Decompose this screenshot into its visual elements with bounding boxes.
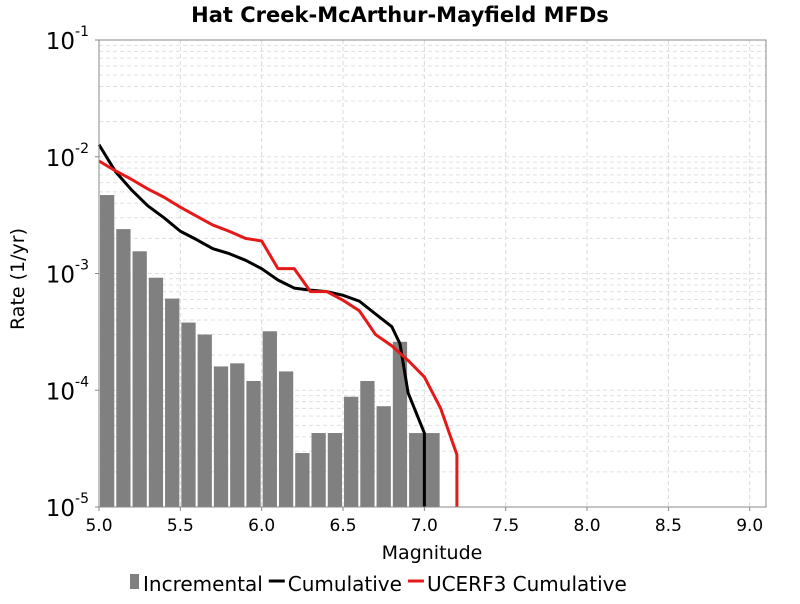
incremental-bar [311,433,326,507]
y-tick-label: 10-4 [46,374,89,405]
x-axis: 5.0 5.5 6.0 6.5 7.0 7.5 8.0 8.5 9.0 [85,507,763,536]
x-tick-label: 9.0 [736,516,763,536]
x-tick-label: 6.0 [248,516,275,536]
incremental-bar [409,433,424,507]
x-tick-label: 7.5 [492,516,519,536]
incremental-bar [262,331,277,507]
x-tick-label: 5.5 [167,516,194,536]
x-tick-label: 6.5 [330,516,357,536]
legend-label-cumulative: Cumulative [288,572,402,596]
incremental-bar [425,433,440,507]
incremental-bar [116,229,131,507]
y-axis: 10-1 10-2 10-3 10-4 10-5 [46,24,99,522]
incremental-bar [278,371,294,507]
cumulative-line [97,143,426,507]
incremental-bar [392,341,408,507]
incremental-bars [100,195,440,507]
y-tick-label: 10-5 [46,491,89,522]
incremental-bar [181,322,196,507]
x-tick-label: 8.0 [574,516,601,536]
plot-area: 5.0 5.5 6.0 6.5 7.0 7.5 8.0 8.5 9.010-110-210-31… [46,24,767,536]
y-axis-label: Rate (1/yr) [7,228,29,330]
y-tick-label: 10-3 [46,258,89,289]
chart-legend: Incremental Cumulative UCERF3 Cumulative [130,572,627,596]
x-tick-label: 5.0 [85,516,112,536]
incremental-bar [295,453,310,507]
incremental-bar [100,195,115,507]
x-tick-label: 7.0 [411,516,438,536]
incremental-bar [230,363,245,507]
incremental-bar [197,334,212,507]
incremental-bar [246,381,261,507]
ucerf3-cumulative-line [98,159,459,507]
legend-swatch-incremental [130,574,139,589]
incremental-bar [213,366,229,507]
y-tick-label: 10-2 [46,141,89,172]
incremental-bar [165,298,180,507]
y-tick-label: 10-1 [46,24,89,55]
x-axis-label: Magnitude [382,542,483,564]
grid [98,40,766,508]
incremental-bar [344,396,359,507]
chart-title: Hat Creek-McArthur-Mayfield MFDs [191,3,609,27]
x-tick-label: 8.5 [655,516,682,536]
incremental-bar [360,381,375,507]
legend-label-incremental: Incremental [143,572,263,596]
incremental-bar [376,406,391,507]
incremental-bar [148,277,164,507]
legend-label-ucerf3-cumulative: UCERF3 Cumulative [427,572,627,596]
incremental-bar [327,433,343,507]
incremental-bar [132,251,147,507]
